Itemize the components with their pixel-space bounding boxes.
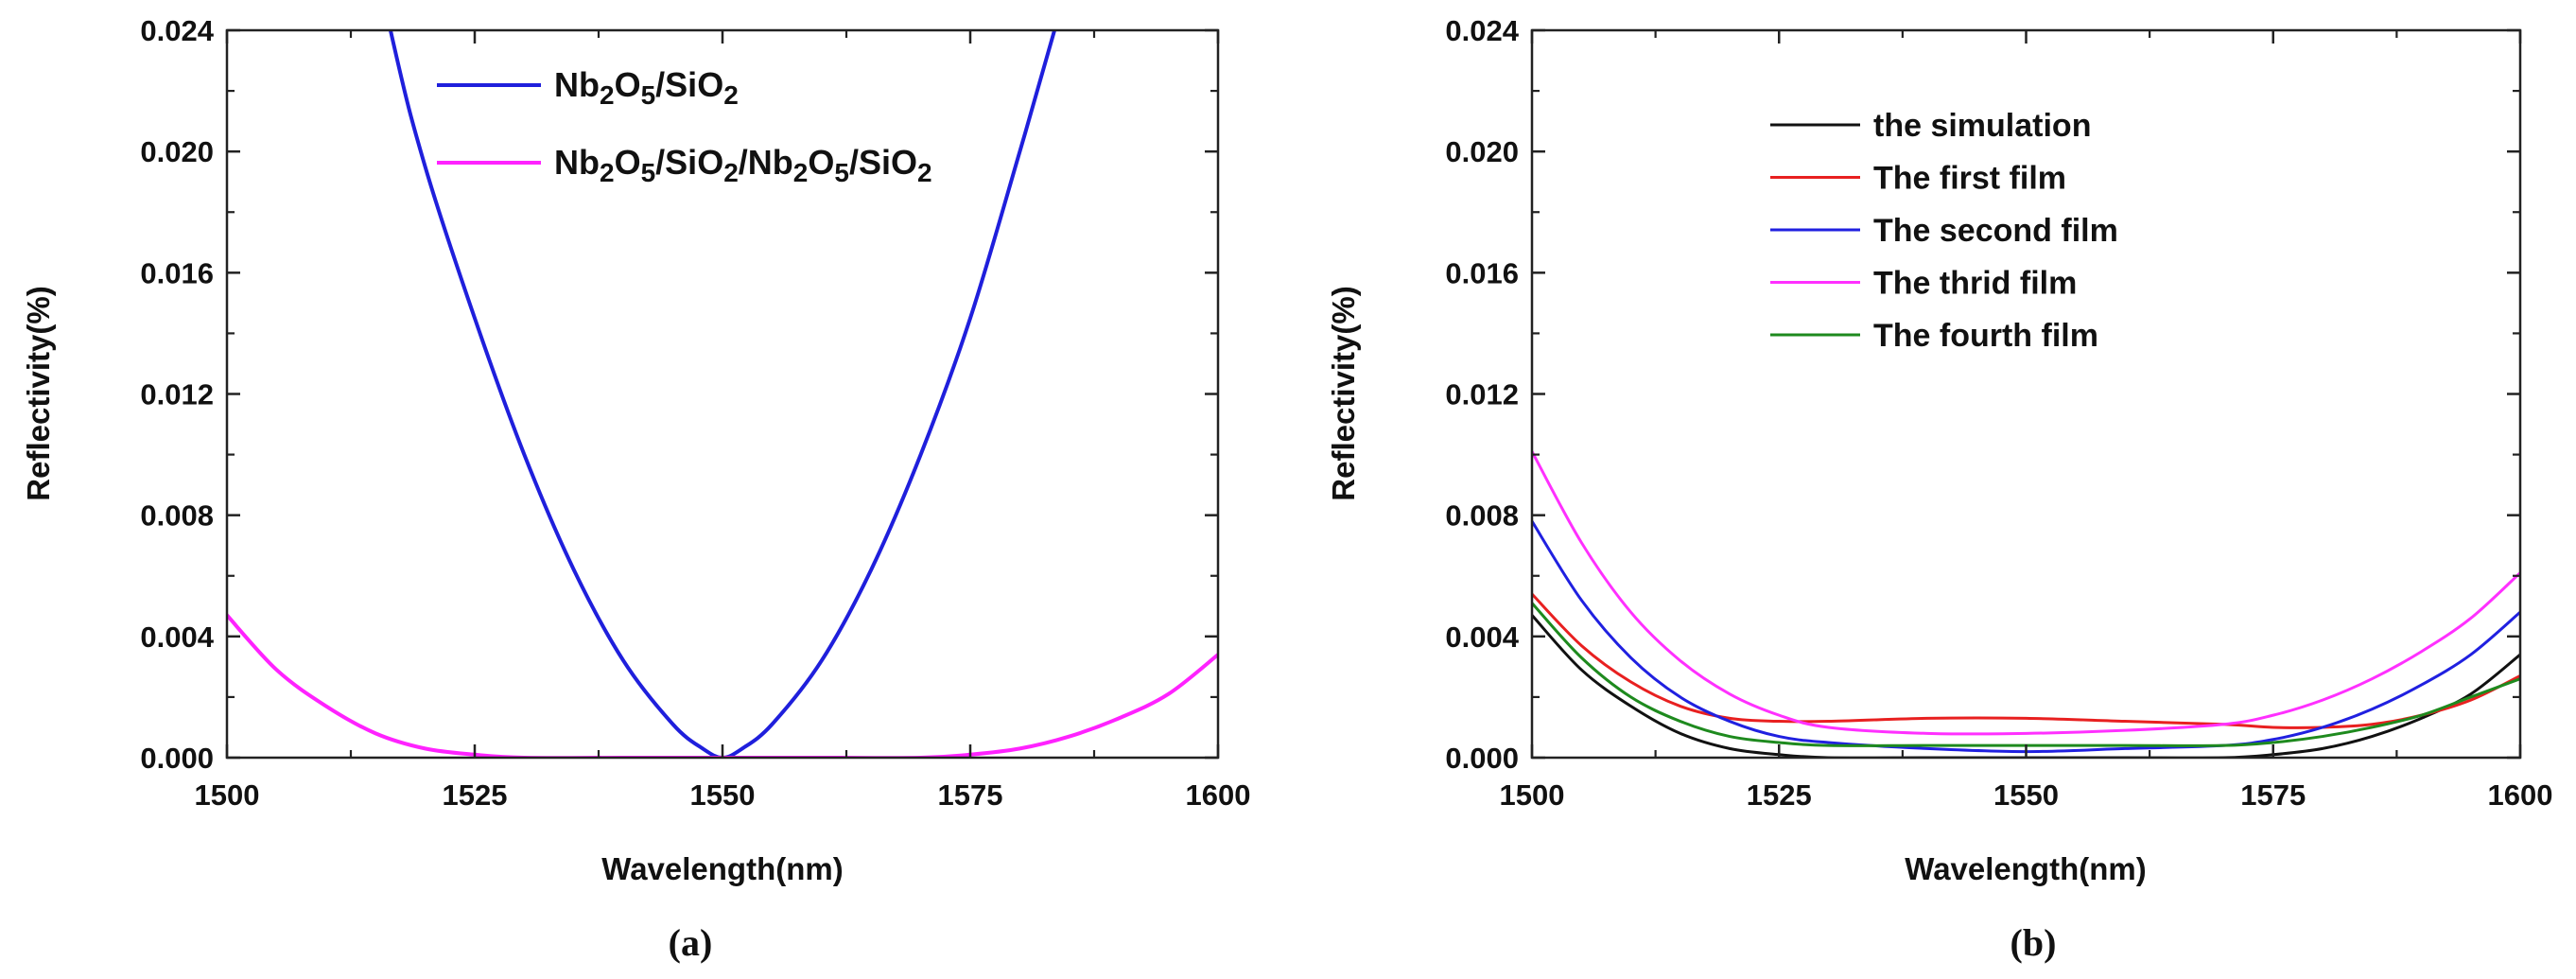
panel-b-y-tick-label: 0.020 xyxy=(1445,135,1519,168)
panel-a-x-tick-label: 1525 xyxy=(443,778,508,812)
panel-b-series-line-3 xyxy=(1532,519,2520,754)
panel-b-x-tick-label: 1525 xyxy=(1747,778,1812,812)
panel-b-y-tick-label: 0.016 xyxy=(1445,256,1519,289)
panel-b-x-tick-label: 1550 xyxy=(1993,778,2059,812)
panel-a-legend: Nb2O5/SiO2 Nb2O5/SiO2/Nb2O5/SiO2 xyxy=(437,65,932,187)
panel-b-legend-label-2: The first film xyxy=(1873,161,2066,197)
panel-b-x-tick-label: 1600 xyxy=(2488,778,2553,812)
panel-b-caption: (b) xyxy=(2010,921,2057,964)
panel-b-y-axis-title: Reflectivity(%) xyxy=(1326,286,1361,500)
panel-b-x-axis-title: Wavelength(nm) xyxy=(1905,851,2146,886)
panel-a-x-tick-label: 1550 xyxy=(690,778,756,812)
panel-a: 1500 1525 1550 1575 1600 0.000 0.004 0.008 0.012… xyxy=(21,14,1250,964)
panel-b-legend-label-1: the simulation xyxy=(1873,108,2091,144)
panel-b-axes: 1500 1525 1550 1575 1600 0.000 0.004 0.008 0.012… xyxy=(1445,14,2552,812)
panel-a-plot-area xyxy=(227,30,1218,758)
panel-b-legend-label-3: The second film xyxy=(1873,213,2118,249)
panel-b-x-tick-label: 1500 xyxy=(1500,778,1565,812)
panel-b-legend: the simulation The first film The second f… xyxy=(1770,108,2118,354)
panel-a-legend-label-1: Nb2O5/SiO2 xyxy=(554,65,739,110)
panel-a-x-axis-title: Wavelength(nm) xyxy=(601,851,843,886)
panel-b-plot-area xyxy=(1532,449,2520,758)
panel-b: 1500 1525 1550 1575 1600 0.000 0.004 0.008 0.012… xyxy=(1326,14,2552,964)
panel-a-x-tick-label: 1600 xyxy=(1186,778,1251,812)
panel-a-y-tick-label: 0.004 xyxy=(140,621,214,654)
panel-a-series-line-1 xyxy=(388,30,1057,758)
panel-a-x-tick-label: 1575 xyxy=(938,778,1003,812)
panel-a-y-axis-title: Reflectivity(%) xyxy=(21,286,56,500)
panel-b-y-tick-label: 0.024 xyxy=(1445,14,1519,47)
panel-a-y-tick-label: 0.024 xyxy=(140,14,214,47)
panel-b-y-tick-label: 0.008 xyxy=(1445,499,1519,533)
panel-a-caption: (a) xyxy=(669,921,713,964)
panel-b-legend-label-5: The fourth film xyxy=(1873,318,2098,354)
panel-b-y-tick-label: 0.004 xyxy=(1445,621,1519,654)
panel-b-series-line-4 xyxy=(1532,449,2520,736)
panel-b-y-tick-label: 0.000 xyxy=(1445,742,1519,775)
panel-b-x-tick-label: 1575 xyxy=(2240,778,2306,812)
panel-a-legend-label-2: Nb2O5/SiO2/Nb2O5/SiO2 xyxy=(554,143,932,187)
panel-b-y-tick-label: 0.012 xyxy=(1445,378,1519,411)
panel-b-series-line-1 xyxy=(1532,613,2520,758)
panel-a-y-tick-label: 0.000 xyxy=(140,742,214,775)
panel-a-y-tick-label: 0.012 xyxy=(140,378,214,411)
panel-a-x-tick-label: 1500 xyxy=(195,778,260,812)
panel-a-series-line-2 xyxy=(227,613,1218,758)
panel-a-y-tick-label: 0.008 xyxy=(140,499,214,533)
panel-a-y-tick-label: 0.016 xyxy=(140,256,214,289)
panel-b-series-line-2 xyxy=(1532,592,2520,729)
panel-a-axes: 1500 1525 1550 1575 1600 0.000 0.004 0.008 0.012… xyxy=(140,14,1250,812)
panel-a-y-tick-label: 0.020 xyxy=(140,135,214,168)
panel-b-legend-label-4: The thrid film xyxy=(1873,266,2077,302)
panel-a-frame xyxy=(225,28,1220,760)
